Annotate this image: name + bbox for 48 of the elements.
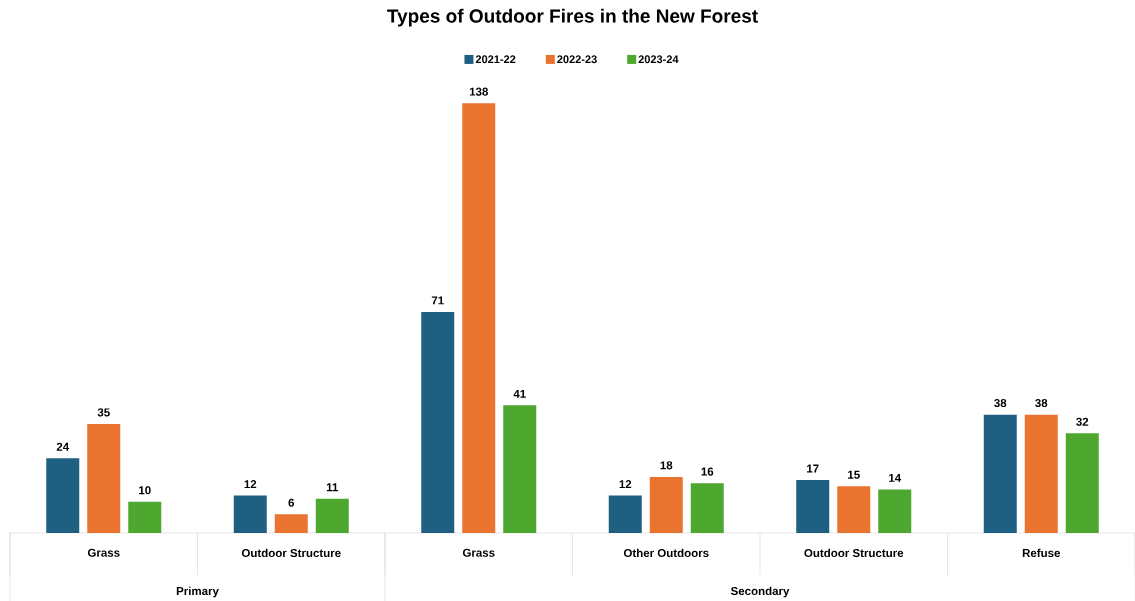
legend-label: 2023-24 xyxy=(638,55,679,64)
data-label: 10 xyxy=(139,486,151,495)
bar xyxy=(796,480,830,533)
x-tick-label: Grass xyxy=(87,548,120,557)
text: Secondary xyxy=(730,586,790,598)
data-label: 35 xyxy=(97,408,110,417)
bar xyxy=(837,486,871,533)
bar xyxy=(87,424,121,533)
x-tick-label: Grass xyxy=(462,548,495,557)
bar xyxy=(1024,414,1058,533)
x-tick-label: Outdoor Structure xyxy=(804,548,904,558)
x-tick-label: Outdoor Structure xyxy=(241,548,341,558)
bar xyxy=(315,498,349,533)
data-label: 15 xyxy=(848,470,860,479)
text: Primary xyxy=(176,586,219,598)
data-label: 18 xyxy=(660,461,673,470)
bar xyxy=(878,489,912,533)
bar xyxy=(421,311,455,533)
data-label: 12 xyxy=(619,480,632,489)
bar xyxy=(503,405,537,533)
data-label: 38 xyxy=(1035,398,1048,408)
data-label: 16 xyxy=(701,467,714,476)
bar xyxy=(1065,433,1099,533)
data-label: 138 xyxy=(469,87,488,96)
bar xyxy=(274,514,308,533)
bar xyxy=(128,501,162,533)
bar xyxy=(649,476,683,533)
bar xyxy=(462,103,496,533)
chart-title: Types of Outdoor Fires in the New Forest xyxy=(387,8,758,27)
x-tick-label: Other Outdoors xyxy=(623,548,709,558)
data-label: 6 xyxy=(288,498,295,507)
x-tick-label: Refuse xyxy=(1022,548,1061,558)
legend-label: 2022-23 xyxy=(557,55,597,64)
data-label: 11 xyxy=(326,483,339,492)
legend-label: 2021-22 xyxy=(475,55,516,64)
bar xyxy=(608,495,642,533)
data-label: 24 xyxy=(56,442,70,451)
data-label: 12 xyxy=(244,480,257,489)
data-label: 32 xyxy=(1076,417,1089,426)
bar xyxy=(46,458,80,533)
bar xyxy=(983,414,1017,533)
data-label: 14 xyxy=(889,473,902,482)
data-label: 38 xyxy=(994,398,1007,408)
data-label: 71 xyxy=(431,296,444,305)
data-label: 41 xyxy=(513,389,526,398)
bar xyxy=(690,483,724,533)
data-label: 17 xyxy=(807,464,819,473)
bar xyxy=(233,495,267,533)
